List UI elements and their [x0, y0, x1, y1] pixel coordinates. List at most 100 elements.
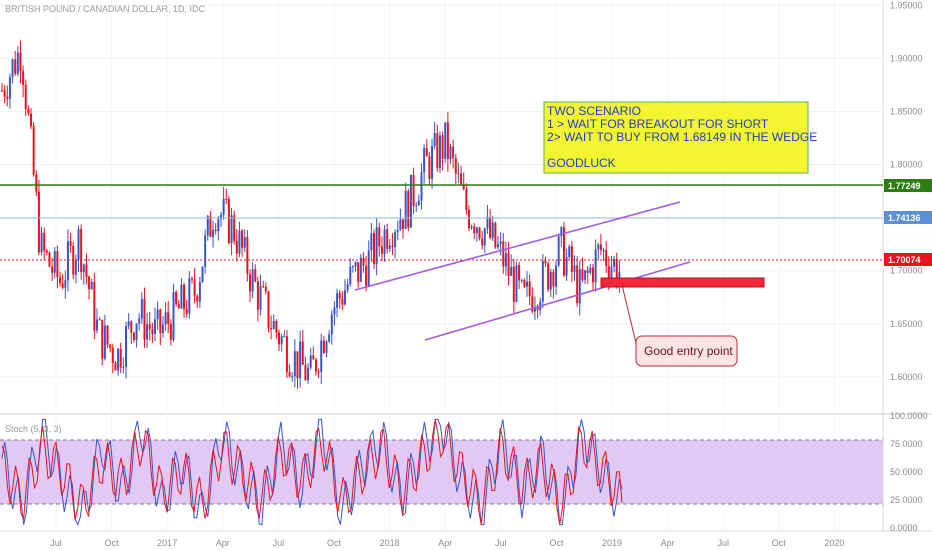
candle-body [299, 341, 302, 379]
candle-body [177, 304, 180, 309]
candle-body [309, 355, 312, 368]
candle-body [151, 329, 154, 335]
candle-body [357, 262, 360, 282]
candle-body [568, 246, 571, 257]
y-tick-label: 1.60000 [890, 372, 923, 382]
candle-body [249, 274, 251, 292]
candle-body [446, 122, 449, 160]
candle-body [35, 174, 38, 192]
candle-body [402, 219, 405, 230]
candle-body [412, 174, 415, 206]
candle-body [259, 286, 262, 310]
candle-body [307, 367, 310, 381]
entry-callout[interactable]: Good entry point [621, 284, 738, 367]
scenario-note[interactable]: TWO SCENARIO 1 > WAIT FOR BREAKOUT FOR S… [543, 101, 817, 174]
candle-body [132, 332, 135, 340]
candle-body [125, 326, 127, 367]
candle-body [378, 227, 381, 247]
candle-body [415, 205, 418, 207]
candle-body [391, 245, 394, 247]
candle-body [230, 215, 233, 243]
price-label-last-text: 1.70074 [888, 255, 921, 265]
price-label-support-text: 1.77249 [888, 181, 921, 191]
candle-body [425, 148, 428, 157]
candle-body [127, 321, 130, 327]
candle-body [520, 279, 523, 281]
price-label-support: 1.77249 [884, 179, 932, 192]
buy-zone-rectangle[interactable] [600, 277, 765, 288]
candle-body [615, 259, 618, 284]
callout-text: Good entry point [644, 344, 733, 358]
candle-body [27, 109, 30, 114]
candle-body [597, 244, 600, 250]
candle-body [370, 233, 373, 251]
candle-body [573, 265, 576, 272]
candle-body [407, 191, 410, 228]
x-tick-label: Oct [772, 538, 787, 548]
candle-body [557, 236, 560, 266]
stoch-tick-label: 50.0000 [890, 467, 923, 477]
x-tick-label: Jul [273, 538, 285, 548]
candle-body [183, 284, 186, 310]
candlestick-series [1, 40, 621, 389]
candle-body [101, 319, 104, 359]
x-tick-label: 2019 [602, 538, 622, 548]
candle-body [98, 319, 101, 321]
candle-body [449, 146, 452, 160]
candle-body [457, 173, 460, 175]
candle-body [77, 228, 80, 260]
candle-body [438, 135, 441, 169]
candle-body [394, 232, 397, 247]
candle-body [481, 238, 484, 246]
candle-body [417, 200, 420, 206]
stoch-tick-label: 25.0000 [890, 495, 923, 505]
candle-body [499, 241, 502, 245]
candle-body [581, 269, 584, 280]
candle-body [510, 266, 513, 276]
y-tick-label: 1.70000 [890, 266, 923, 276]
y-tick-label: 1.80000 [890, 160, 923, 170]
stoch-tick-label: 100.0000 [890, 411, 928, 421]
candle-body [209, 216, 212, 237]
x-tick-label: Jul [495, 538, 507, 548]
candle-body [460, 173, 463, 186]
candle-body [367, 250, 370, 286]
candle-body [489, 217, 492, 238]
candle-body [507, 253, 510, 276]
price-label-last-bg [884, 253, 932, 266]
candle-body [119, 348, 122, 368]
candle-body [93, 281, 96, 331]
candle-body [267, 291, 270, 329]
candle-body [589, 267, 592, 273]
y-tick-label: 1.65000 [890, 319, 923, 329]
x-tick-label: Jul [717, 538, 729, 548]
candle-body [552, 272, 555, 287]
candle-body [3, 90, 6, 97]
candle-body [325, 341, 328, 353]
candle-body [222, 198, 225, 215]
candle-body [214, 229, 217, 232]
candle-body [462, 185, 465, 189]
candle-body [586, 270, 589, 273]
candle-body [143, 299, 146, 340]
candle-body [43, 232, 46, 251]
price-label-support-bg [884, 179, 932, 192]
candle-body [272, 321, 275, 329]
candle-body [64, 280, 67, 288]
wedge-upper-line[interactable] [354, 201, 681, 291]
candle-body [365, 265, 368, 286]
candle-body [280, 336, 283, 345]
candle-body [565, 256, 568, 276]
candle-body [8, 77, 11, 99]
candle-body [346, 284, 349, 291]
wedge-lower-line[interactable] [424, 261, 691, 341]
candle-body [251, 269, 254, 292]
candle-body [235, 240, 238, 254]
candle-body [547, 263, 550, 290]
candle-body [254, 269, 257, 282]
candle-body [428, 156, 431, 179]
candle-body [594, 249, 597, 283]
candle-body [188, 278, 191, 314]
candle-body [90, 281, 93, 290]
